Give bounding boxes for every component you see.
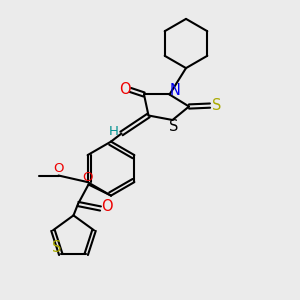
Text: S: S bbox=[52, 240, 62, 255]
Text: O: O bbox=[101, 199, 113, 214]
Text: O: O bbox=[53, 162, 64, 176]
Text: O: O bbox=[82, 171, 93, 184]
Text: N: N bbox=[169, 83, 180, 98]
Text: S: S bbox=[169, 119, 178, 134]
Text: H: H bbox=[109, 124, 119, 138]
Text: S: S bbox=[212, 98, 221, 113]
Text: O: O bbox=[119, 82, 130, 97]
